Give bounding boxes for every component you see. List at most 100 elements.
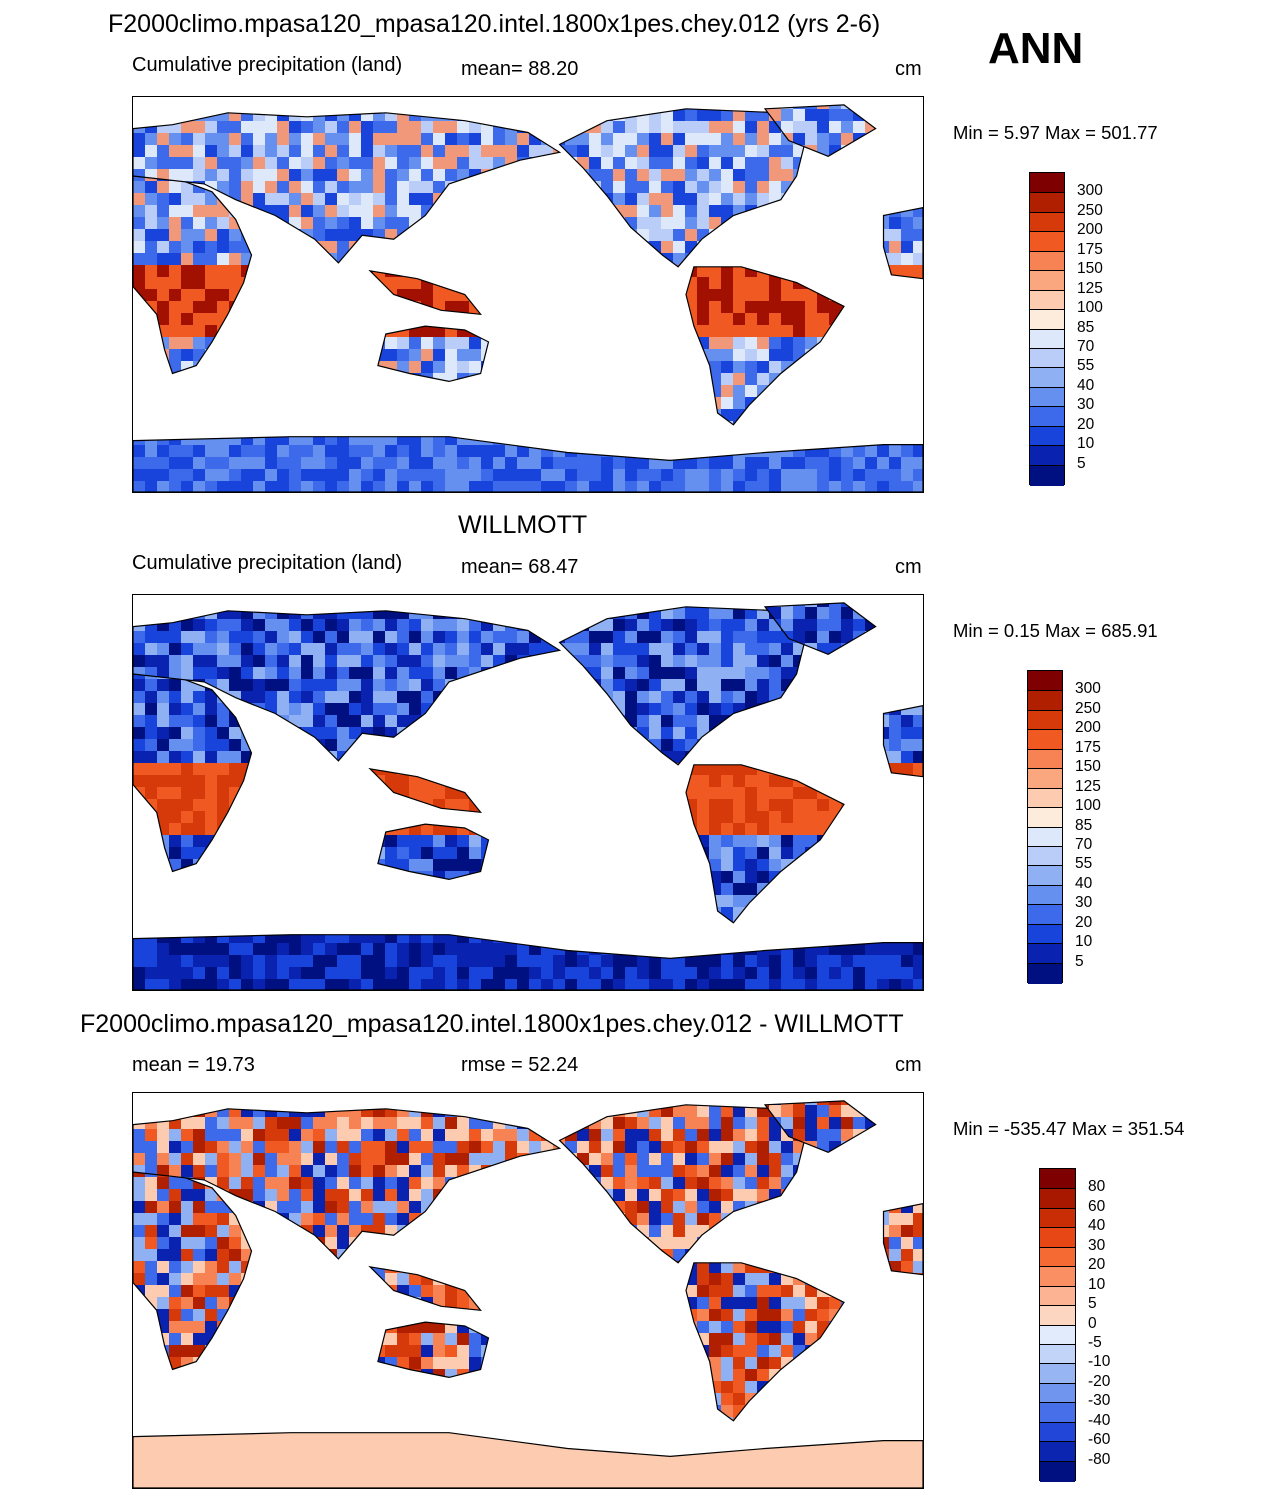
coastline (368, 1265, 482, 1312)
colorbar-label: 70 (1075, 836, 1092, 854)
panel-3-min-max: Min = -535.47 Max = 351.54 (953, 1118, 1184, 1140)
panel-1-map (132, 96, 924, 493)
colorbar-swatch (1030, 406, 1064, 428)
colorbar-label: 10 (1075, 933, 1092, 951)
colorbar-swatch (1030, 173, 1064, 193)
colorbar-label: 250 (1077, 202, 1103, 220)
colorbar-swatch (1030, 464, 1064, 486)
coastline (685, 266, 845, 426)
colorbar-label: 100 (1077, 299, 1103, 317)
colorbar-swatch (1028, 709, 1062, 731)
colorbar-swatch (1028, 865, 1062, 887)
colorbar-label: -10 (1088, 1353, 1110, 1371)
colorbar-swatch (1040, 1169, 1075, 1189)
coastline (133, 673, 253, 873)
coastline (558, 108, 830, 268)
colorbar-label: 40 (1088, 1217, 1105, 1235)
panel-1-title: F2000climo.mpasa120_mpasa120.intel.1800x… (108, 10, 880, 39)
coastline (133, 1108, 562, 1260)
colorbar-label: 20 (1088, 1256, 1105, 1274)
colorbar-swatch (1040, 1324, 1075, 1346)
colorbar-swatch (1028, 787, 1062, 809)
coastline (882, 1202, 923, 1276)
colorbar-swatch (1028, 807, 1062, 828)
colorbar-swatch (1028, 826, 1062, 848)
coastline (377, 1321, 490, 1379)
panel-1-min-max: Min = 5.97 Max = 501.77 (953, 122, 1158, 144)
world-map (133, 602, 923, 990)
colorbar-swatch (1028, 943, 1062, 965)
colorbar-swatch (1040, 1305, 1075, 1326)
colorbar-swatch (1040, 1460, 1075, 1482)
colorbar-swatch (1030, 445, 1064, 467)
coastline (133, 1171, 253, 1371)
world-map (133, 1100, 923, 1488)
coastline (685, 1262, 845, 1422)
colorbar-swatch (1040, 1207, 1075, 1229)
colorbar-label: 30 (1077, 396, 1094, 414)
colorbar-swatch (1030, 289, 1064, 311)
coastline (882, 704, 923, 778)
colorbar-label: 300 (1075, 680, 1101, 698)
coastline (133, 934, 923, 990)
colorbar-label: 150 (1077, 260, 1103, 278)
coastline (558, 1104, 830, 1264)
colorbar-label: 150 (1075, 758, 1101, 776)
colorbar-swatch (1040, 1382, 1075, 1404)
colorbar-swatch (1030, 347, 1064, 369)
colorbar-swatch (1028, 729, 1062, 751)
colorbar-label: 5 (1077, 455, 1086, 473)
colorbar-swatch (1040, 1363, 1075, 1385)
colorbar-swatch (1028, 845, 1062, 867)
colorbar-swatch (1030, 270, 1064, 292)
coastline (133, 1432, 923, 1488)
colorbar-swatch (1028, 671, 1062, 691)
coastline (763, 602, 877, 655)
colorbar-swatch (1040, 1266, 1075, 1288)
colorbar-label: 175 (1075, 739, 1101, 757)
colorbar-swatch (1040, 1402, 1075, 1424)
colorbar-label: 30 (1088, 1237, 1105, 1255)
colorbar-label: 55 (1077, 357, 1094, 375)
colorbar-label: -80 (1088, 1451, 1110, 1469)
colorbar-label: 80 (1088, 1178, 1105, 1196)
coastline (377, 325, 490, 383)
colorbar-label: 200 (1077, 221, 1103, 239)
coastline (558, 606, 830, 766)
colorbar-swatch (1030, 328, 1064, 350)
colorbar-label: 10 (1088, 1276, 1105, 1294)
colorbar-label: -30 (1088, 1392, 1110, 1410)
colorbar-swatch (1040, 1227, 1075, 1249)
coastline (133, 112, 562, 264)
colorbar-label: 70 (1077, 338, 1094, 356)
coastline (368, 767, 482, 814)
colorbar-swatch (1030, 192, 1064, 214)
panel-3-units: cm (895, 1054, 922, 1077)
colorbar-label: -60 (1088, 1431, 1110, 1449)
panel-2-units: cm (895, 556, 922, 579)
panel-1-mean: mean= 88.20 (461, 58, 578, 81)
panel-3-colorbar (1039, 1168, 1076, 1482)
colorbar-swatch (1030, 211, 1064, 233)
colorbar-swatch (1028, 690, 1062, 712)
colorbar-swatch (1028, 904, 1062, 926)
coastline (377, 823, 490, 881)
panel-3-rmse: rmse = 52.24 (461, 1054, 578, 1077)
colorbar-swatch (1030, 231, 1064, 253)
colorbar-swatch (1028, 768, 1062, 790)
colorbar-label: -5 (1088, 1334, 1102, 1352)
season-label: ANN (988, 24, 1083, 74)
colorbar-swatch (1028, 884, 1062, 906)
panel-2-map (132, 594, 924, 991)
panel-3-mean: mean = 19.73 (132, 1054, 255, 1077)
colorbar-label: 20 (1077, 416, 1094, 434)
coastline (368, 269, 482, 316)
colorbar-swatch (1028, 923, 1062, 945)
colorbar-label: 85 (1075, 817, 1092, 835)
colorbar-label: 0 (1088, 1315, 1097, 1333)
panel-1-units: cm (895, 58, 922, 81)
colorbar-label: 200 (1075, 719, 1101, 737)
colorbar-label: 300 (1077, 182, 1103, 200)
colorbar-swatch (1040, 1421, 1075, 1443)
colorbar-label: 10 (1077, 435, 1094, 453)
